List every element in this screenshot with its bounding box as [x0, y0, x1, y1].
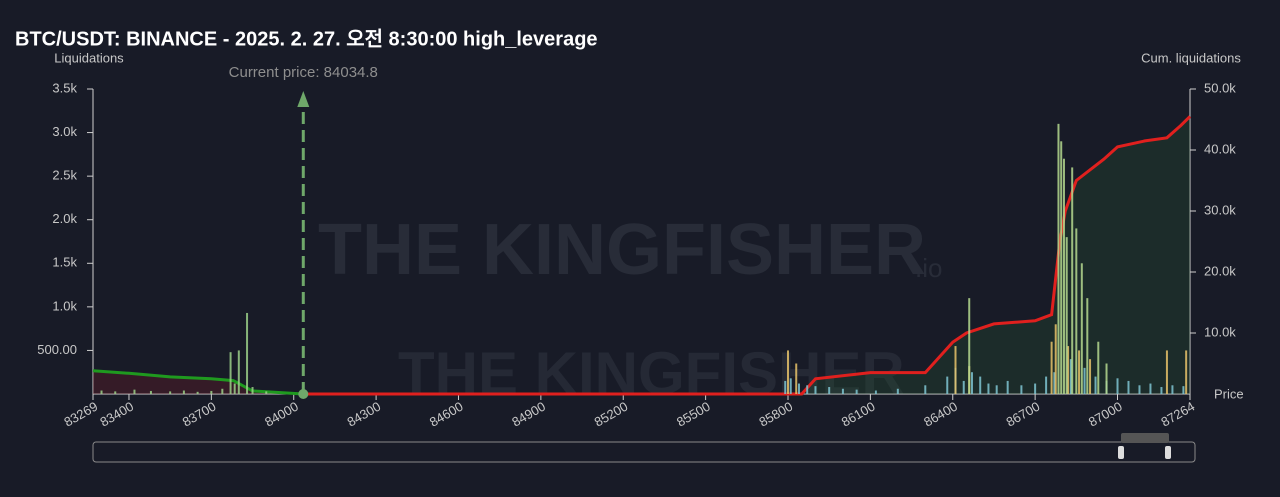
bar — [100, 390, 103, 394]
bar — [1089, 359, 1092, 394]
bar — [1053, 372, 1056, 394]
bar — [1062, 158, 1065, 394]
bar — [789, 378, 792, 394]
bar — [841, 388, 844, 394]
watermark: THE KINGFISHER — [398, 340, 905, 407]
bar — [182, 390, 185, 394]
y2-tick-label: 20.0k — [1204, 263, 1236, 278]
bar — [210, 390, 213, 394]
bar — [1105, 363, 1108, 394]
area-fill — [303, 116, 1190, 395]
scroll-grip-right[interactable] — [1165, 446, 1171, 459]
bar — [874, 390, 877, 394]
bar — [814, 386, 817, 394]
bar — [114, 391, 117, 394]
bar — [1034, 383, 1037, 394]
y-tick-label: 3.5k — [52, 80, 77, 95]
y-axis-label: Liquidations — [54, 50, 124, 65]
bar — [229, 352, 232, 394]
bar — [1078, 350, 1081, 394]
y-tick-label: 2.0k — [52, 211, 77, 226]
bar — [1138, 385, 1141, 394]
bar — [968, 298, 971, 394]
bar — [1149, 383, 1152, 394]
bar — [1083, 367, 1086, 394]
bar — [855, 389, 858, 394]
bar — [962, 380, 965, 394]
bar — [896, 388, 899, 394]
bar — [1057, 123, 1060, 394]
bar — [795, 363, 798, 394]
bar — [828, 387, 831, 394]
bar — [1071, 167, 1074, 394]
bar — [1067, 346, 1070, 394]
bar — [246, 312, 249, 394]
bar — [133, 389, 136, 394]
bar — [1097, 341, 1100, 394]
current-price-dot — [298, 389, 309, 399]
bar — [1054, 324, 1057, 394]
bar — [233, 383, 236, 394]
bar — [1165, 350, 1168, 394]
bar — [1086, 298, 1089, 394]
bar — [1094, 376, 1097, 394]
bar — [1182, 386, 1185, 394]
y-tick-label: 2.5k — [52, 168, 77, 183]
bar — [979, 376, 982, 394]
bar — [806, 385, 809, 394]
bar — [169, 391, 172, 394]
bar — [251, 387, 254, 394]
y2-tick-label: 50.0k — [1204, 80, 1236, 95]
bar — [1065, 237, 1068, 394]
bar — [786, 350, 789, 394]
bar — [987, 383, 990, 394]
bar — [1185, 350, 1188, 394]
bar — [946, 376, 949, 394]
bar — [1006, 380, 1009, 394]
bar — [1080, 263, 1083, 394]
y-tick-label: 3.0k — [52, 124, 77, 139]
bar — [1160, 387, 1163, 394]
bar — [1171, 385, 1174, 394]
y2-tick-label: 10.0k — [1204, 324, 1236, 339]
scroll-handle[interactable] — [1121, 433, 1169, 443]
bar — [954, 346, 957, 394]
area-fill — [93, 370, 304, 394]
bar — [196, 391, 199, 394]
current-price-label: Current price: 84034.8 — [229, 64, 378, 81]
bar — [1069, 359, 1072, 394]
bar — [1045, 376, 1048, 394]
y-tick-label: 500.00 — [37, 342, 77, 357]
bar — [924, 385, 927, 394]
bar — [995, 385, 998, 394]
watermark-suffix: .io — [915, 253, 942, 283]
bar — [970, 372, 973, 394]
y2-axis-label: Cum. liquidations — [1141, 50, 1241, 65]
scroll-grip-left[interactable] — [1118, 446, 1124, 459]
scrollbar[interactable] — [92, 441, 1196, 463]
bar — [221, 388, 224, 394]
bar — [1127, 380, 1130, 394]
y2-tick-label: 30.0k — [1204, 202, 1236, 217]
bar — [784, 380, 787, 394]
bar — [1075, 228, 1078, 394]
x-axis-label: Price — [1214, 386, 1244, 401]
y-tick-label: 1.5k — [52, 255, 77, 270]
bar — [149, 390, 152, 394]
bar — [237, 350, 240, 394]
chart-title: BTC/USDT: BINANCE - 2025. 2. 27. 오전 8:30… — [15, 27, 598, 50]
bar — [1020, 385, 1023, 394]
bar — [1116, 378, 1119, 394]
bar — [265, 391, 268, 394]
watermark: THE KINGFISHER — [318, 210, 926, 290]
bar — [797, 383, 800, 394]
bar — [1060, 141, 1063, 394]
bar — [1050, 341, 1053, 394]
y-tick-label: 1.0k — [52, 298, 77, 313]
line — [303, 115, 1192, 396]
current-price-arrow — [297, 91, 310, 107]
y2-tick-label: 40.0k — [1204, 141, 1236, 156]
